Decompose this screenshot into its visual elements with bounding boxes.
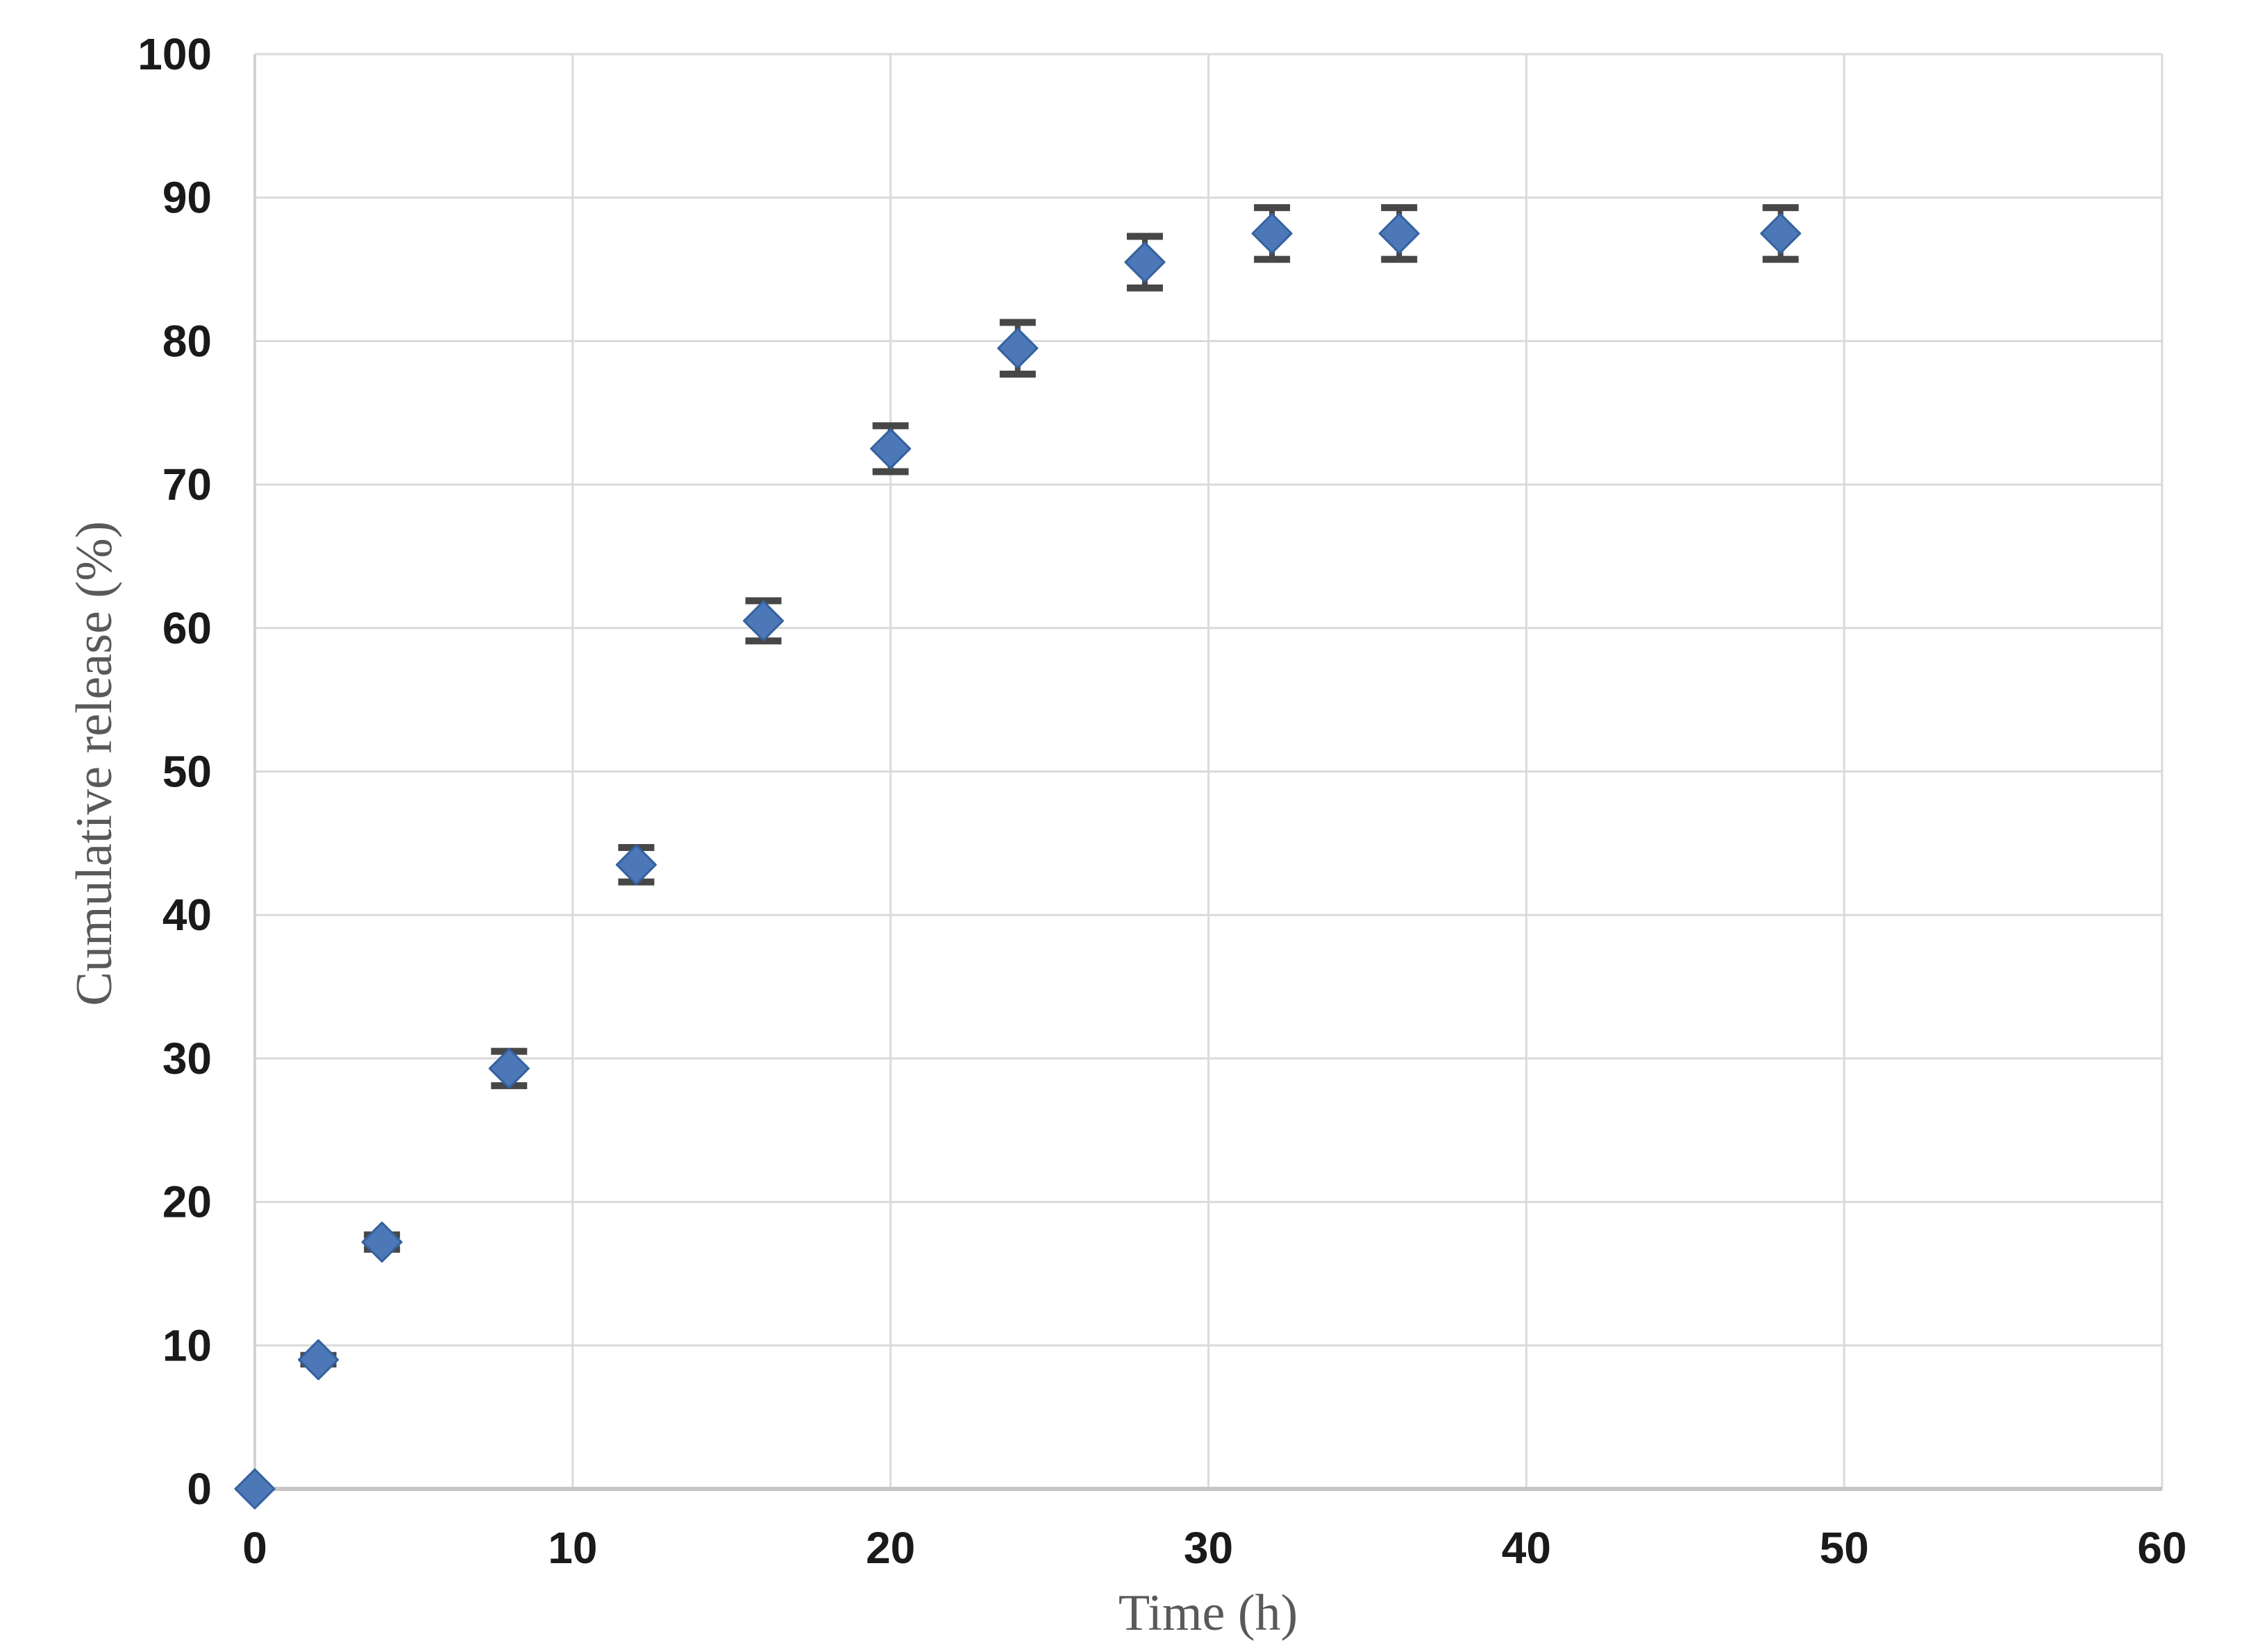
- y-tick-label: 100: [137, 29, 212, 79]
- data-point-marker: [870, 428, 912, 469]
- y-tick-label: 60: [162, 603, 212, 653]
- gridlines: [255, 53, 2163, 1489]
- y-tick-label: 20: [162, 1177, 212, 1227]
- y-tick-label: 30: [162, 1034, 212, 1084]
- x-tick-label: 10: [548, 1523, 597, 1573]
- data-point-marker: [615, 844, 657, 886]
- y-tick-label: 50: [162, 747, 212, 797]
- x-tick-label: 30: [1184, 1523, 1233, 1573]
- data-point-marker: [997, 328, 1039, 369]
- y-tick-label: 40: [162, 890, 212, 940]
- data-point-marker: [234, 1468, 276, 1510]
- data-point-marker: [1760, 212, 1802, 254]
- y-axis-title: Cumulative release (%): [66, 521, 123, 1006]
- data-point-marker: [488, 1047, 530, 1089]
- y-tick-label: 10: [162, 1320, 212, 1370]
- tick-labels: 0 10 20 30 40 50 60 70 80 90 100 0 10 20 30 40 50 60: [137, 29, 2186, 1573]
- y-tick-label: 0: [187, 1464, 212, 1514]
- data-point-marker: [361, 1221, 403, 1263]
- x-tick-label: 40: [1502, 1523, 1551, 1573]
- error-bars: [300, 204, 1799, 1368]
- data-point-marker: [743, 600, 785, 641]
- x-tick-label: 0: [242, 1523, 267, 1573]
- x-tick-label: 60: [2137, 1523, 2186, 1573]
- data-point-markers: [234, 212, 1802, 1510]
- y-tick-label: 90: [162, 173, 212, 223]
- data-point-marker: [298, 1339, 340, 1381]
- data-point-marker: [1124, 242, 1166, 283]
- data-point-marker: [1251, 212, 1293, 254]
- y-tick-label: 70: [162, 460, 212, 509]
- x-tick-label: 20: [866, 1523, 915, 1573]
- axis-lines: [253, 54, 2162, 1491]
- x-axis-title: Time (h): [1119, 1585, 1298, 1642]
- data-point-marker: [1378, 212, 1420, 254]
- x-tick-label: 50: [1820, 1523, 1869, 1573]
- y-tick-label: 80: [162, 316, 212, 366]
